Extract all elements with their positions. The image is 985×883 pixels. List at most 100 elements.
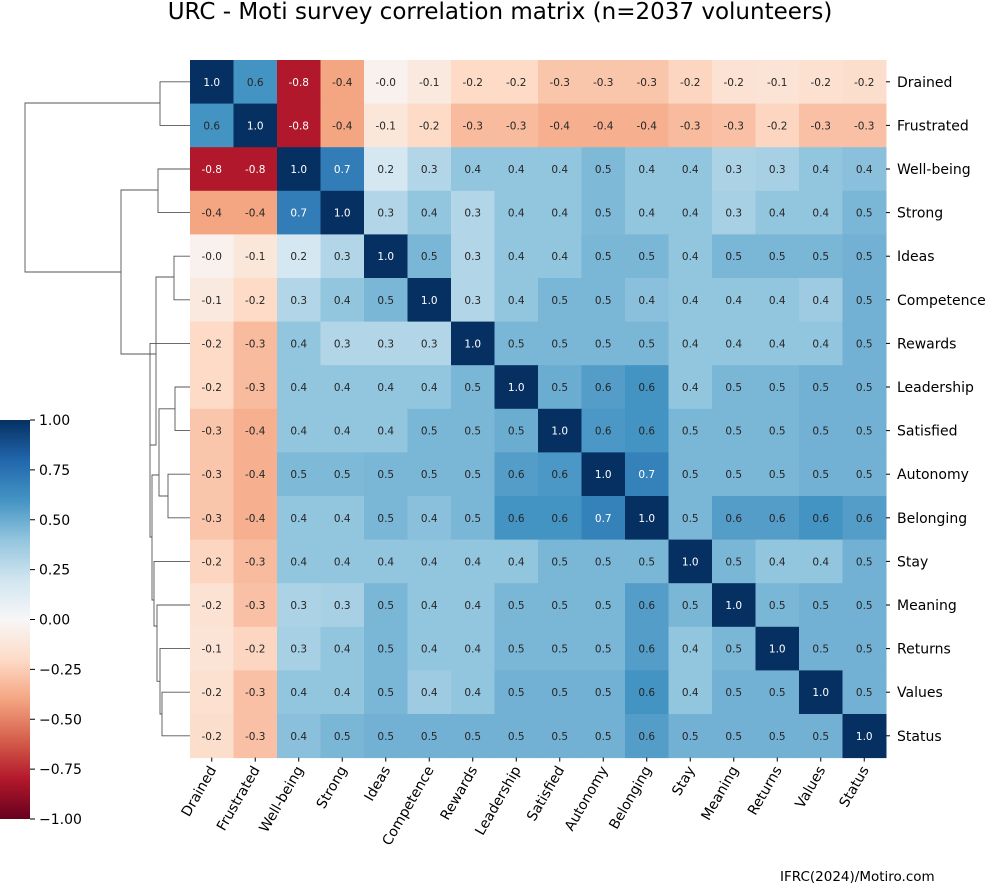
heatmap-cell <box>451 583 495 628</box>
colorbar-tick-label: 0.25 <box>39 563 70 579</box>
cell-value-label: 0.3 <box>334 338 351 350</box>
cell-value-label: 0.5 <box>856 251 873 263</box>
heatmap-cell <box>581 496 626 541</box>
heatmap-cell <box>842 365 887 410</box>
heatmap-cell <box>581 408 626 453</box>
cell-value-label: 0.4 <box>334 426 351 438</box>
heatmap-cell <box>364 60 408 105</box>
heatmap-cell <box>277 408 321 453</box>
heatmap-cell <box>494 234 539 279</box>
heatmap-cell <box>581 714 626 759</box>
heatmap-cell <box>799 496 843 541</box>
cell-value-label: 0.5 <box>812 644 829 656</box>
cell-value-label: 0.3 <box>377 208 394 220</box>
cell-value-label: 0.7 <box>595 513 612 525</box>
cell-value-label: -0.2 <box>202 731 223 743</box>
cell-value-label: 0.4 <box>682 382 699 394</box>
heatmap-cell <box>538 452 582 497</box>
heatmap-cell <box>320 190 365 235</box>
row-label: Autonomy <box>897 467 969 483</box>
cell-value-label: 0.5 <box>551 687 568 699</box>
cell-value-label: 0.5 <box>638 338 655 350</box>
cell-value-label: 0.5 <box>682 731 699 743</box>
heatmap-cell <box>755 583 800 628</box>
cell-value-label: 0.5 <box>551 295 568 307</box>
cell-value-label: -0.4 <box>245 513 266 525</box>
heatmap-cell <box>842 539 887 584</box>
cell-value-label: 1.0 <box>247 120 264 132</box>
cell-value-label: 0.5 <box>595 600 612 612</box>
heatmap-cell <box>668 147 713 192</box>
heatmap-cell <box>320 626 365 671</box>
heatmap-cell <box>407 496 452 541</box>
cell-value-label: 0.6 <box>638 731 655 743</box>
heatmap-cell <box>407 408 452 453</box>
heatmap-cell <box>755 190 800 235</box>
heatmap-cell <box>407 583 452 628</box>
heatmap-cell <box>233 234 278 279</box>
dendrogram-branch <box>174 386 190 432</box>
cell-value-label: 0.4 <box>334 687 351 699</box>
heatmap-cell <box>712 60 756 105</box>
cell-value-label: 0.5 <box>595 164 612 176</box>
heatmap-cell <box>799 670 843 715</box>
cell-value-label: -0.1 <box>419 77 440 89</box>
heatmap-cell <box>190 278 234 323</box>
cell-value-label: 1.0 <box>551 426 568 438</box>
cell-value-label: 0.3 <box>464 295 481 307</box>
heatmap-cell <box>755 60 800 105</box>
cell-value-label: -0.3 <box>245 556 266 568</box>
cell-value-label: 0.4 <box>508 251 525 263</box>
heatmap-cell <box>581 670 626 715</box>
cell-value-label: -0.2 <box>245 295 266 307</box>
heatmap-cell <box>712 539 756 584</box>
heatmap-cell <box>755 452 800 497</box>
cell-value-label: 0.4 <box>464 164 481 176</box>
cell-value-label: 0.4 <box>812 208 829 220</box>
cell-value-label: -0.1 <box>245 251 266 263</box>
cell-value-label: 0.5 <box>725 556 742 568</box>
cell-value-label: -0.4 <box>245 469 266 481</box>
heatmap-cell <box>451 365 495 410</box>
heatmap-cell <box>712 626 756 671</box>
heatmap-cell <box>407 147 452 192</box>
cell-value-label: 0.4 <box>421 513 438 525</box>
cell-value-label: 1.0 <box>377 251 394 263</box>
dendrogram-branch <box>150 276 174 446</box>
cell-value-label: 1.0 <box>769 644 786 656</box>
column-label: Meaning <box>698 764 742 824</box>
heatmap-cell <box>494 583 539 628</box>
heatmap-cell <box>277 670 321 715</box>
heatmap-cell <box>538 626 582 671</box>
heatmap-cell <box>625 103 669 148</box>
heatmap-cell <box>755 321 800 366</box>
heatmap-cell <box>581 539 626 584</box>
source-credit: IFRC(2024)/Motiro.com <box>780 869 935 883</box>
cell-value-label: 1.0 <box>595 469 612 481</box>
cell-value-label: -0.4 <box>202 208 223 220</box>
heatmap-cell <box>712 321 756 366</box>
heatmap-cell <box>320 496 365 541</box>
cell-value-label: 1.0 <box>638 513 655 525</box>
heatmap-cell <box>190 714 234 759</box>
cell-value-label: -0.1 <box>202 644 223 656</box>
heatmap-cell <box>538 408 582 453</box>
cell-value-label: 0.4 <box>508 208 525 220</box>
heatmap-cell <box>799 234 843 279</box>
cell-value-label: 1.0 <box>508 382 525 394</box>
cell-value-label: 0.5 <box>769 687 786 699</box>
cell-value-label: -0.3 <box>724 120 745 132</box>
cell-value-label: 0.5 <box>769 382 786 394</box>
cell-value-label: 0.5 <box>551 382 568 394</box>
heatmap-cell <box>364 234 408 279</box>
heatmap-cell <box>625 496 669 541</box>
heatmap-cell <box>233 147 278 192</box>
cell-value-label: 0.5 <box>856 600 873 612</box>
heatmap-cell <box>799 539 843 584</box>
heatmap-cell <box>277 190 321 235</box>
cell-value-label: 0.5 <box>769 469 786 481</box>
heatmap-cell <box>668 365 713 410</box>
row-label: Leadership <box>897 380 974 396</box>
heatmap-cell <box>190 452 234 497</box>
